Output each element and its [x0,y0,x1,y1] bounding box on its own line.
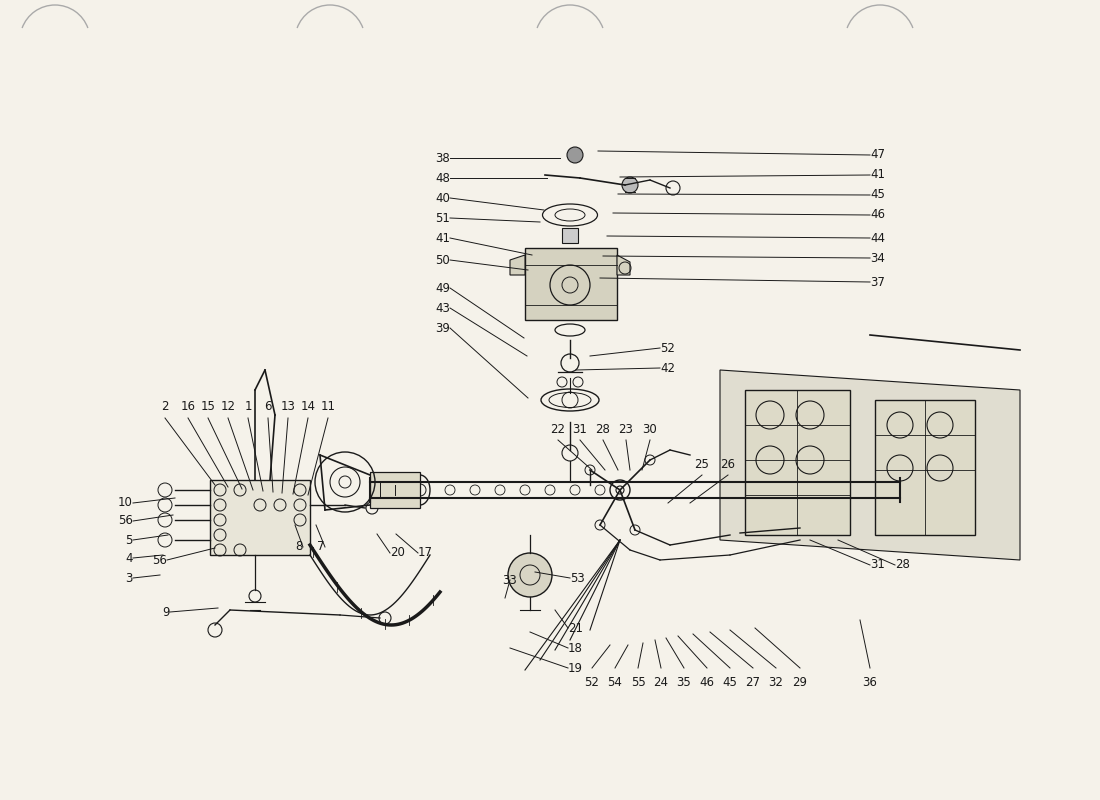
Text: 51: 51 [436,211,450,225]
Text: 46: 46 [870,209,886,222]
Text: 14: 14 [300,400,316,413]
Text: 32: 32 [769,676,783,689]
Text: 26: 26 [720,458,736,471]
Text: 12: 12 [220,400,235,413]
Text: 24: 24 [653,676,669,689]
Text: 41: 41 [870,169,886,182]
Bar [745,390,850,535]
Text: 34: 34 [870,251,884,265]
Text: 40: 40 [436,191,450,205]
Text: 53: 53 [570,571,585,585]
Text: 1: 1 [244,400,252,413]
Text: 31: 31 [870,558,884,571]
Text: 8: 8 [296,541,303,554]
Polygon shape [720,370,1020,560]
Text: 36: 36 [862,676,878,689]
Text: 4: 4 [125,551,133,565]
Text: 5: 5 [125,534,133,546]
Text: 10: 10 [118,497,133,510]
Text: 44: 44 [870,231,886,245]
Text: 49: 49 [434,282,450,294]
Bar [562,228,578,243]
Polygon shape [617,255,630,275]
Text: 20: 20 [390,546,405,559]
Text: 56: 56 [152,554,167,566]
Text: 52: 52 [584,676,600,689]
Text: 31: 31 [573,423,587,436]
Text: 3: 3 [125,571,133,585]
Text: 13: 13 [280,400,296,413]
Text: 7: 7 [318,541,324,554]
Text: 15: 15 [200,400,216,413]
Text: 48: 48 [436,171,450,185]
Text: 28: 28 [895,558,910,571]
Text: 56: 56 [118,514,133,527]
Text: 16: 16 [180,400,196,413]
Text: 29: 29 [792,676,807,689]
Circle shape [621,177,638,193]
Text: 55: 55 [630,676,646,689]
Text: 18: 18 [568,642,583,654]
Text: 46: 46 [700,676,715,689]
Bar [210,480,310,555]
Text: 19: 19 [568,662,583,674]
Text: 22: 22 [550,423,565,436]
Text: 27: 27 [746,676,760,689]
Text: 30: 30 [642,423,658,436]
Text: 6: 6 [264,400,272,413]
Text: 45: 45 [723,676,737,689]
Text: 54: 54 [607,676,623,689]
Text: 52: 52 [660,342,675,354]
Text: 25: 25 [694,458,710,471]
Circle shape [566,147,583,163]
Text: 47: 47 [870,149,886,162]
Circle shape [508,553,552,597]
Text: 35: 35 [676,676,692,689]
Text: 50: 50 [436,254,450,266]
Text: 33: 33 [503,574,517,586]
Bar [525,248,617,320]
Text: 39: 39 [436,322,450,334]
Bar [874,400,975,535]
Text: 38: 38 [436,151,450,165]
Text: 28: 28 [595,423,610,436]
Text: 21: 21 [568,622,583,634]
Text: 45: 45 [870,189,884,202]
Text: 11: 11 [320,400,336,413]
Polygon shape [510,255,525,275]
Text: 2: 2 [162,400,168,413]
Bar [370,472,420,508]
Text: 43: 43 [436,302,450,314]
Text: 9: 9 [163,606,170,618]
Text: 42: 42 [660,362,675,374]
Text: 41: 41 [434,231,450,245]
Text: 17: 17 [418,546,433,559]
Text: 37: 37 [870,275,884,289]
Text: 23: 23 [618,423,634,436]
